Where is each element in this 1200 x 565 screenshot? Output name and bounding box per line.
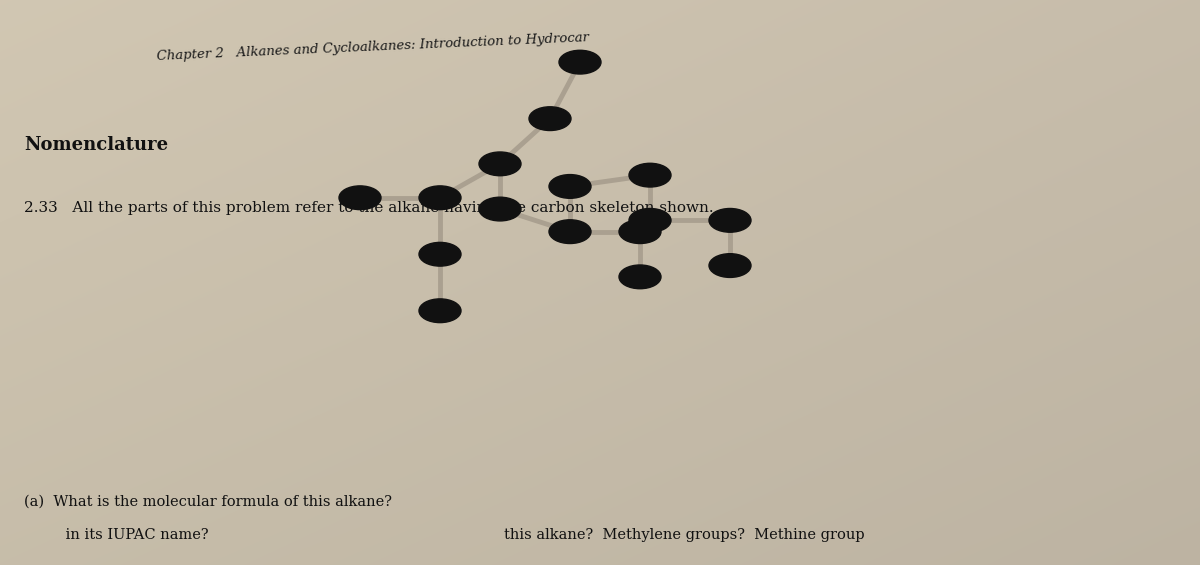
Text: Chapter 2   Alkanes and Cycloalkanes: Introduction to Hydrocar: Chapter 2 Alkanes and Cycloalkanes: Intr…	[156, 31, 589, 63]
Circle shape	[619, 265, 661, 289]
Circle shape	[629, 208, 671, 232]
Text: (a)  What is the molecular formula of this alkane?: (a) What is the molecular formula of thi…	[24, 494, 392, 508]
Text: Nomenclature: Nomenclature	[24, 136, 168, 154]
Circle shape	[340, 186, 382, 210]
Circle shape	[550, 220, 592, 244]
Circle shape	[419, 242, 461, 266]
Circle shape	[419, 186, 461, 210]
Circle shape	[479, 197, 521, 221]
Text: this alkane?  Methylene groups?  Methine group: this alkane? Methylene groups? Methine g…	[504, 528, 865, 542]
Text: 2.33   All the parts of this problem refer to the alkane having the carbon skele: 2.33 All the parts of this problem refer…	[24, 201, 714, 215]
Circle shape	[479, 152, 521, 176]
Circle shape	[619, 220, 661, 244]
Circle shape	[529, 107, 571, 131]
Circle shape	[629, 163, 671, 187]
Text: in its IUPAC name?: in its IUPAC name?	[24, 528, 209, 542]
Circle shape	[559, 50, 601, 74]
Circle shape	[709, 208, 751, 232]
Circle shape	[419, 299, 461, 323]
Circle shape	[709, 254, 751, 277]
Circle shape	[550, 175, 592, 198]
